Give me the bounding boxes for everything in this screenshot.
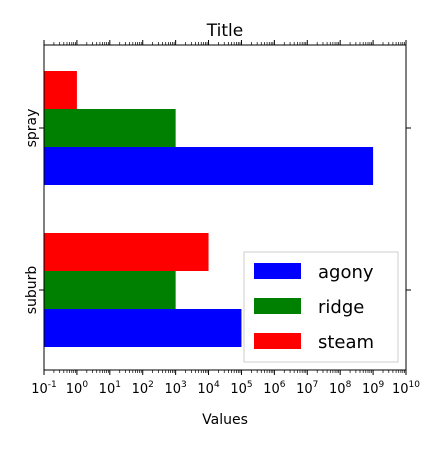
bar-agony-suburb (44, 309, 242, 347)
x-tick-label: 103 (164, 380, 186, 397)
x-tick-label: 100 (66, 380, 89, 397)
bar-steam-spray (44, 71, 77, 109)
legend: agony ridge steam (243, 251, 399, 363)
bar-ridge-spray (44, 109, 176, 147)
x-tick-label: 104 (197, 380, 220, 397)
x-tick-label: 10-1 (31, 380, 57, 397)
bar-ridge-suburb (44, 271, 176, 309)
chart-title: Title (206, 21, 243, 41)
x-tick-label: 109 (362, 380, 385, 397)
x-axis-label: Values (202, 412, 248, 428)
legend-label-ridge: ridge (318, 297, 364, 318)
bar-agony-spray (44, 147, 374, 185)
legend-label-agony: agony (318, 262, 374, 283)
x-tick-label: 1010 (392, 380, 420, 397)
legend-swatch-ridge (254, 298, 301, 314)
x-tick-label: 105 (230, 380, 252, 397)
bars-group (44, 71, 374, 347)
x-axis: 10-1 100 101 102 103 104 105 106 107 108 109 1010 (31, 40, 420, 397)
x-tick-label: 101 (99, 380, 121, 397)
legend-swatch-steam (254, 333, 301, 349)
legend-swatch-agony (254, 263, 301, 279)
x-tick-label: 107 (296, 380, 318, 397)
legend-label-steam: steam (318, 332, 374, 353)
plot-frame (43, 44, 407, 371)
bar-steam-suburb (44, 233, 209, 271)
y-tick-label: suburb (24, 266, 40, 315)
x-tick-label: 108 (329, 380, 352, 397)
x-tick-label: 102 (132, 380, 154, 397)
y-tick-label: spray (24, 109, 40, 148)
x-tick-label: 106 (263, 380, 286, 397)
y-axis: suburb spray (24, 109, 411, 315)
